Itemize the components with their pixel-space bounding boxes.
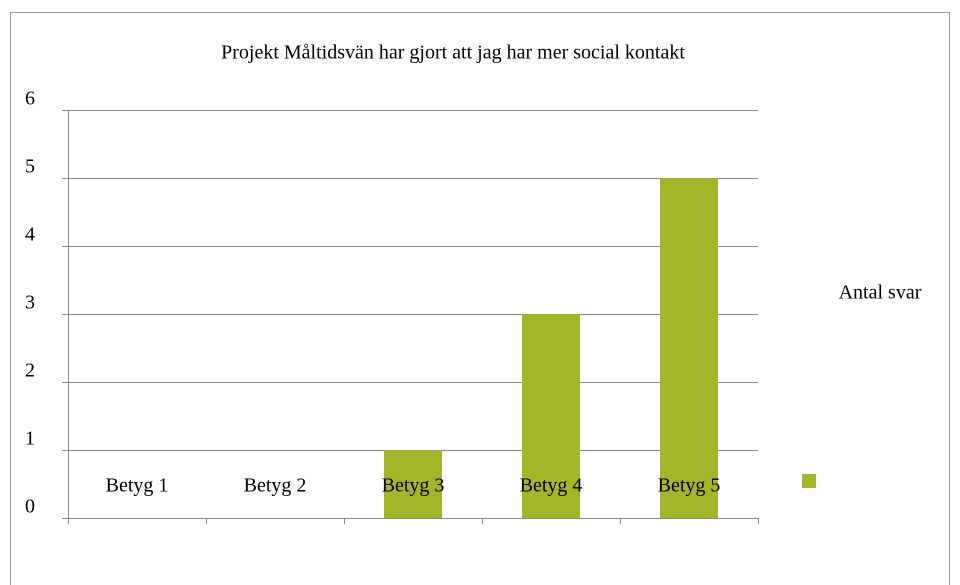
- y-tick-label: 4: [25, 224, 35, 246]
- y-tick-label: 0: [25, 496, 35, 518]
- bar: [522, 314, 580, 518]
- x-tick-label: Betyg 3: [382, 475, 445, 497]
- bar: [660, 178, 718, 518]
- x-tick-label: Betyg 1: [106, 475, 169, 497]
- y-tick-label: 1: [25, 428, 35, 450]
- y-tick-label: 2: [25, 360, 35, 382]
- chart-title: Projekt Måltidsvän har gjort att jag har…: [221, 42, 685, 64]
- chart-frame: [10, 12, 950, 585]
- x-tick-label: Betyg 2: [244, 475, 307, 497]
- y-tick-label: 5: [25, 156, 35, 178]
- y-tick-label: 3: [25, 292, 35, 314]
- legend-label: Antal svar: [839, 282, 922, 304]
- bar: [384, 450, 442, 518]
- legend-swatch: [802, 474, 816, 488]
- x-tick-label: Betyg 5: [658, 475, 721, 497]
- y-tick-label: 6: [25, 88, 35, 110]
- x-tick-label: Betyg 4: [520, 475, 583, 497]
